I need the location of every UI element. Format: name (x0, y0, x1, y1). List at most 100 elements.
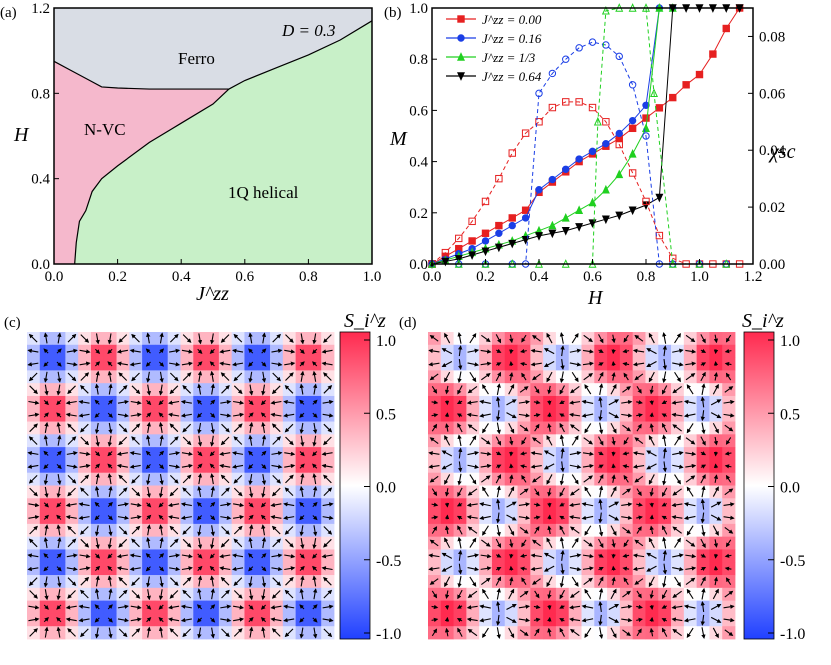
marker-circle (508, 221, 516, 230)
spin-arrow (43, 434, 49, 446)
spin-arrow (80, 423, 89, 433)
y-tick-label: 0.6 (409, 103, 428, 119)
spin-arrow (158, 450, 165, 456)
colorbar-c (339, 331, 371, 640)
spin-arrow (116, 463, 128, 469)
spin-arrow (299, 383, 304, 395)
spin-arrow (107, 333, 113, 345)
spin-arrow (299, 463, 305, 469)
spin-arrow (197, 473, 203, 485)
y-tick-label: 0.8 (409, 52, 428, 68)
spin-arrow (116, 349, 128, 354)
spin-arrow (145, 450, 151, 456)
spin-arrow (248, 421, 254, 433)
spin-arrow (158, 421, 164, 433)
spin-arrow (169, 348, 181, 354)
marker-square (628, 169, 637, 177)
spin-arrow (169, 423, 179, 433)
spin-arrow (261, 361, 267, 367)
spin-arrow (233, 400, 245, 405)
marker-square (602, 118, 610, 126)
spin-arrow (57, 332, 62, 344)
spin-arrow (233, 372, 243, 382)
spin-arrow (220, 334, 230, 343)
marker-triangle-up (561, 213, 570, 222)
spin-arrow (80, 474, 90, 484)
spin-arrow (145, 348, 151, 354)
spin-arrow (197, 370, 203, 382)
spin-arrow (118, 474, 128, 484)
spin-arrow (300, 435, 305, 447)
y2-tick-label: 0.04 (759, 143, 786, 159)
spin-arrow (57, 434, 62, 446)
spin-arrow (94, 412, 100, 418)
panel-d-label: (d) (399, 315, 417, 331)
spin-arrow (312, 412, 318, 418)
spin-arrow (196, 412, 203, 418)
spin-arrow (129, 464, 141, 469)
marker-circle (615, 129, 623, 138)
spin-arrow (209, 361, 215, 367)
spin-arrow (28, 412, 40, 418)
spin-arrow (107, 348, 113, 354)
spin-arrow (261, 371, 267, 383)
spin-arrow (168, 400, 180, 405)
spin-arrow (159, 434, 164, 446)
spin-arrow (232, 348, 244, 354)
spin-arrow (28, 474, 38, 484)
spin-arrow (158, 384, 164, 396)
spin-arrow (95, 333, 100, 345)
marker-circle (575, 44, 583, 52)
spin-arrow (117, 399, 129, 405)
spin-texture-d (428, 332, 736, 640)
spin-arrow (182, 436, 192, 446)
marker-triangle-down (615, 211, 624, 221)
spin-arrow (233, 474, 243, 484)
spin-arrow (321, 349, 333, 354)
spin-arrow (146, 332, 151, 344)
spin-arrow (158, 412, 164, 418)
spin-arrow (43, 348, 49, 354)
spin-arrow (118, 385, 128, 394)
spin-arrow (248, 371, 253, 383)
colorbar-d (743, 331, 775, 640)
spin-arrow (56, 384, 61, 396)
spin-arrow (131, 423, 141, 433)
spin-arrow (27, 451, 39, 456)
spin-arrow (312, 399, 318, 405)
y2-tick-label: 0.02 (759, 200, 785, 216)
spin-arrow (28, 333, 38, 343)
spin-arrow (159, 474, 164, 486)
cb-tick-label: -0.5 (780, 553, 805, 570)
legend-label: J^zz = 0.64 (482, 69, 542, 84)
spin-arrow (57, 474, 62, 486)
boundary-nvc_ferro (53, 60, 229, 90)
spin-arrow (300, 473, 305, 485)
spin-arrow (220, 413, 232, 418)
spin-arrow (43, 474, 49, 486)
marker-square (441, 248, 450, 257)
legend-label: J^zz = 0.16 (482, 31, 542, 46)
marker-triangle-down (655, 193, 664, 203)
spin-arrow (116, 451, 128, 456)
spin-arrow (248, 463, 254, 470)
y-tick-label: 0.8 (31, 86, 50, 102)
marker-square (455, 234, 463, 243)
spin-arrow (210, 473, 215, 485)
region-ferro (54, 8, 372, 90)
y-tick-label: 1.2 (31, 1, 50, 17)
y-tick-label: 0.2 (409, 206, 428, 222)
cb-tick-label: 0.5 (780, 406, 800, 423)
marker-square (722, 24, 730, 33)
spin-arrow (197, 348, 203, 354)
spin-arrow (182, 385, 192, 394)
marker-square (682, 81, 690, 89)
marker-square (548, 103, 557, 112)
x-tick-label: 1.0 (690, 269, 709, 285)
spin-arrow (130, 412, 142, 418)
spin-arrow (197, 361, 203, 367)
y2-tick-label: 0.08 (759, 29, 785, 45)
spin-arrow (169, 333, 179, 343)
spin-arrow (95, 370, 100, 382)
marker-square (615, 140, 623, 149)
